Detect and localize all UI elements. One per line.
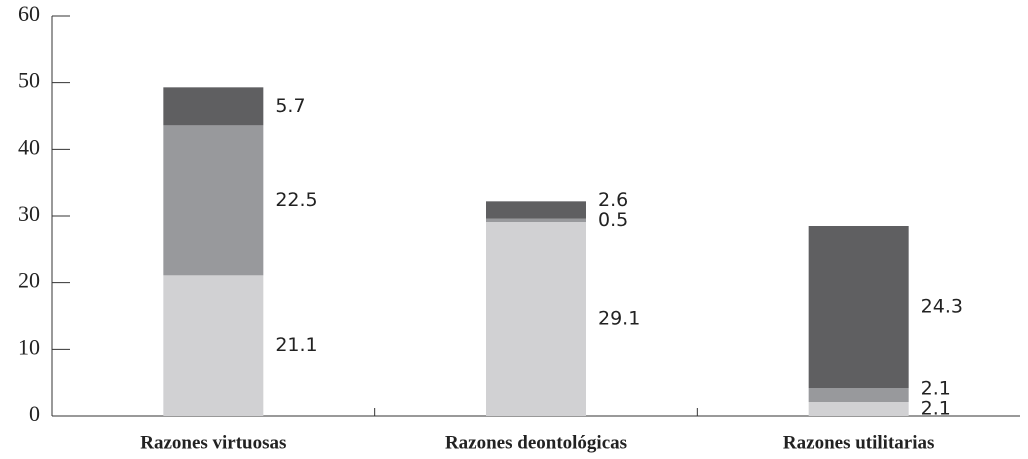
data-label: 21.1 <box>275 334 317 356</box>
y-tick-label: 40 <box>18 134 40 159</box>
y-tick-label: 0 <box>29 401 40 426</box>
y-tick-label: 20 <box>18 268 40 293</box>
data-label: 2.1 <box>921 398 951 420</box>
bar-segment <box>808 402 909 416</box>
bar-segment <box>808 388 909 402</box>
data-label: 22.5 <box>275 189 317 211</box>
data-label: 29.1 <box>598 308 640 330</box>
y-tick-label: 50 <box>18 68 40 93</box>
x-tick-label: Razones deontológicas <box>445 432 627 453</box>
data-label: 24.3 <box>921 296 963 318</box>
data-label: 0.5 <box>598 209 628 231</box>
data-label: 5.7 <box>275 95 305 117</box>
y-tick-label: 60 <box>18 1 40 26</box>
bar-segment <box>808 226 909 388</box>
bar-segment <box>163 275 264 416</box>
data-label: 2.1 <box>921 378 951 400</box>
bar-segment <box>163 125 264 276</box>
x-tick-label: Razones virtuosas <box>140 432 286 453</box>
data-label: 2.6 <box>598 189 628 211</box>
y-tick-label: 30 <box>18 201 40 226</box>
bar-segment <box>486 218 586 222</box>
bar-segment <box>486 201 586 219</box>
y-tick-label: 10 <box>18 334 40 359</box>
bar-segment <box>163 87 264 126</box>
x-tick-label: Razones utilitarias <box>783 432 934 453</box>
bar-segment <box>486 222 586 416</box>
